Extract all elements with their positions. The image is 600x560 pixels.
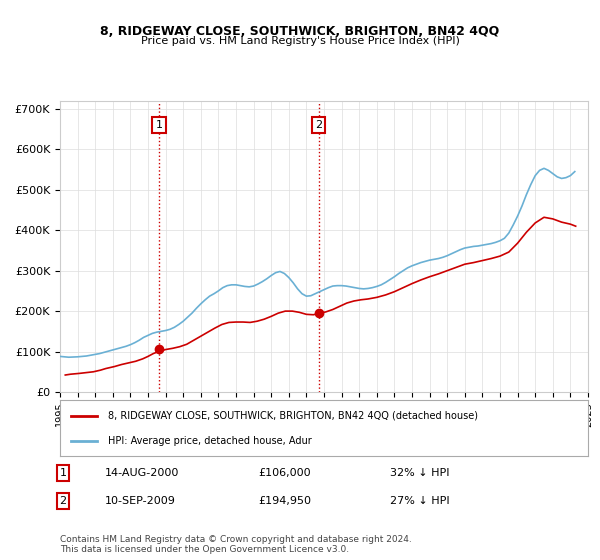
Text: 1: 1 (59, 468, 67, 478)
Text: 32% ↓ HPI: 32% ↓ HPI (390, 468, 449, 478)
Text: £106,000: £106,000 (258, 468, 311, 478)
Text: 10-SEP-2009: 10-SEP-2009 (105, 496, 176, 506)
Text: 27% ↓ HPI: 27% ↓ HPI (390, 496, 449, 506)
Text: Price paid vs. HM Land Registry's House Price Index (HPI): Price paid vs. HM Land Registry's House … (140, 36, 460, 46)
Text: 2: 2 (315, 120, 322, 130)
Text: £194,950: £194,950 (258, 496, 311, 506)
Text: 8, RIDGEWAY CLOSE, SOUTHWICK, BRIGHTON, BN42 4QQ (detached house): 8, RIDGEWAY CLOSE, SOUTHWICK, BRIGHTON, … (107, 410, 478, 421)
Text: 2: 2 (59, 496, 67, 506)
Text: HPI: Average price, detached house, Adur: HPI: Average price, detached house, Adur (107, 436, 311, 446)
Text: 14-AUG-2000: 14-AUG-2000 (105, 468, 179, 478)
Text: 1: 1 (155, 120, 163, 130)
Text: Contains HM Land Registry data © Crown copyright and database right 2024.
This d: Contains HM Land Registry data © Crown c… (60, 535, 412, 554)
Text: 8, RIDGEWAY CLOSE, SOUTHWICK, BRIGHTON, BN42 4QQ: 8, RIDGEWAY CLOSE, SOUTHWICK, BRIGHTON, … (100, 25, 500, 38)
